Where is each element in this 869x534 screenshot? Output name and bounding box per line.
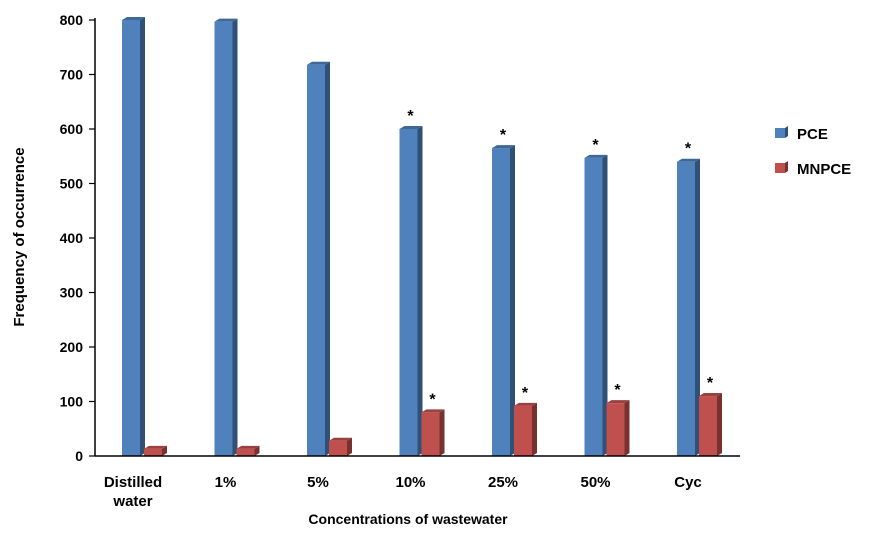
legend: PCE MNPCE	[775, 126, 851, 178]
bar-mnpce-2	[329, 437, 352, 456]
y-tick-label: 800	[60, 12, 84, 28]
x-tick-label: 10%	[395, 474, 425, 491]
bar-pce-1	[214, 18, 238, 456]
legend-label-mnpce: MNPCE	[797, 161, 851, 178]
bar-pce-6: *	[677, 141, 700, 456]
y-tick-label: 0	[75, 448, 83, 464]
legend-swatch-pce	[775, 128, 785, 138]
y-tick-label: 300	[60, 285, 84, 301]
y-tick-label: 200	[60, 339, 84, 355]
bar-pce-2	[307, 61, 330, 456]
y-tick-label: 400	[60, 230, 84, 246]
x-tick-label: 25%	[488, 474, 518, 491]
significance-marker: *	[707, 375, 714, 392]
significance-marker: *	[522, 385, 529, 402]
x-tick-label: 1%	[215, 474, 237, 491]
legend-label-pce: PCE	[797, 126, 828, 143]
x-axis-label: Concentrations of wastewater	[308, 511, 508, 527]
x-ticks: Distilled water 1% 5% 10% 25% 50% Cyc	[104, 474, 702, 510]
significance-marker: *	[429, 391, 436, 408]
bars-layer: * * * * * * * *	[122, 17, 722, 456]
bar-pce-0	[122, 17, 145, 456]
bar-pce-3: *	[399, 108, 423, 456]
y-tick-label: 100	[60, 394, 84, 410]
significance-marker: *	[614, 382, 621, 399]
y-tick-label: 500	[60, 176, 84, 192]
bar-mnpce-4: *	[514, 385, 537, 456]
significance-marker: *	[407, 108, 414, 125]
y-tick-label: 600	[60, 121, 84, 137]
y-tick-label: 700	[60, 67, 84, 83]
bar-mnpce-5: *	[606, 382, 630, 456]
y-ticks: 0 100 200 300 400 500 600 700 800	[60, 12, 95, 464]
bar-pce-5: *	[584, 137, 608, 456]
significance-marker: *	[500, 127, 507, 144]
legend-swatch-mnpce	[775, 163, 785, 173]
bar-mnpce-0	[144, 445, 167, 456]
significance-marker: *	[592, 137, 599, 154]
bar-mnpce-6: *	[699, 375, 722, 456]
bar-pce-4: *	[492, 127, 515, 456]
y-axis-label: Frequency of occurrence	[11, 147, 28, 326]
x-tick-label: 5%	[307, 474, 329, 491]
x-tick-label: Distilled water	[104, 474, 162, 510]
x-tick-label: Cyc	[674, 474, 702, 491]
significance-marker: *	[685, 141, 692, 158]
x-tick-label: 50%	[580, 474, 610, 491]
bar-mnpce-1	[236, 445, 260, 456]
bar-mnpce-3: *	[421, 391, 445, 456]
